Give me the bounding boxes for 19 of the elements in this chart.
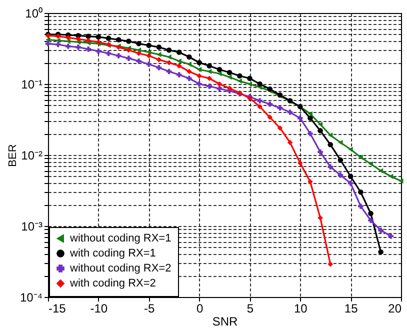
legend-label: without coding RX=1 [69, 232, 172, 244]
y-tick-label: 10⁻¹ [21, 78, 43, 92]
x-tick-label: -10 [90, 302, 108, 316]
legend-label: with coding RX=2 [69, 278, 156, 290]
y-axis-title: BER [6, 144, 19, 167]
x-tick-label: 10 [294, 302, 308, 316]
legend-label: with coding RX=1 [69, 248, 156, 260]
x-tick-label: 15 [344, 302, 358, 316]
y-tick-label: 10⁻² [21, 148, 43, 162]
x-tick-label: -15 [48, 302, 66, 316]
x-tick-label: 0 [196, 302, 204, 316]
y-tick-label: 10⁰ [25, 6, 42, 20]
x-axis-title: SNR [212, 314, 238, 328]
y-tick-label: 10⁻⁴ [20, 290, 42, 304]
y-tick-label: 10⁻³ [21, 220, 43, 234]
x-tick-label: -5 [144, 302, 156, 316]
legend-label: without coding RX=2 [69, 262, 172, 274]
x-tick-label: 20 [388, 302, 402, 316]
x-tick-label: 5 [246, 302, 254, 316]
